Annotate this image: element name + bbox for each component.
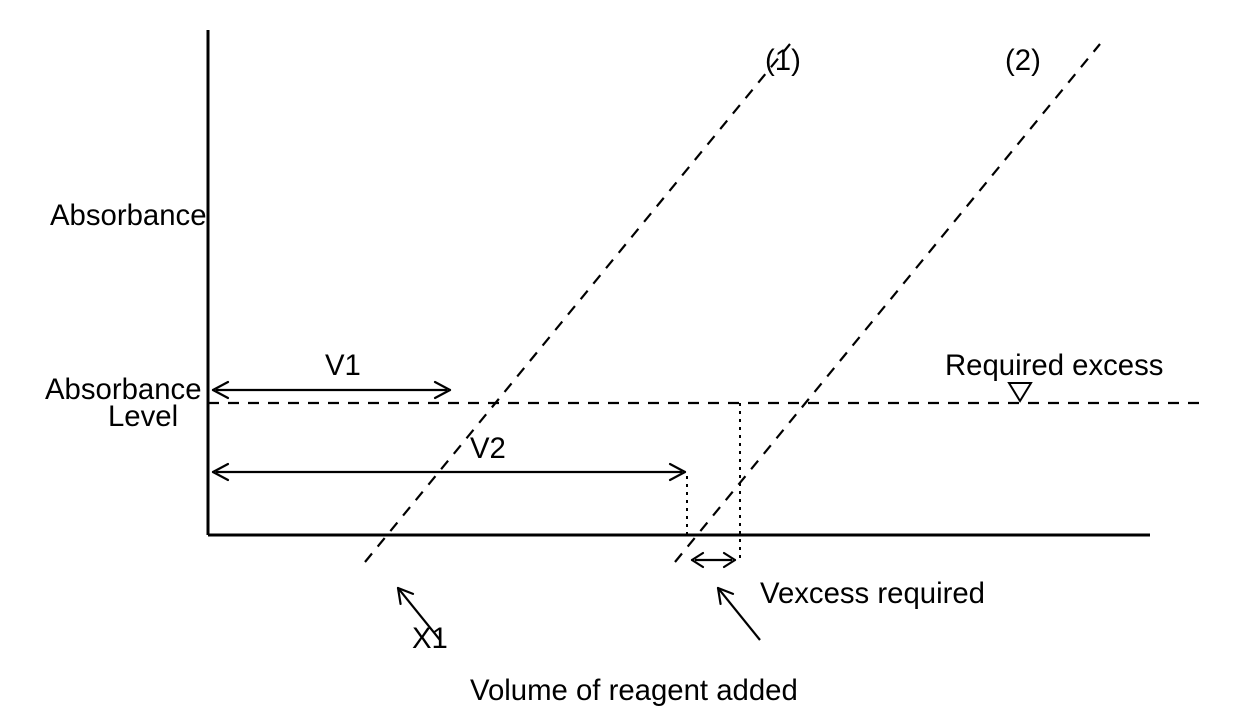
- absorbance-level-label-2: Level: [108, 400, 178, 433]
- series-2-label: (2): [1005, 44, 1041, 77]
- series-1-line: [365, 44, 790, 562]
- required-excess-label: Required excess: [945, 349, 1163, 382]
- v1-label: V1: [325, 349, 361, 382]
- vexcess-pointer-arrow: [718, 588, 760, 640]
- x1-label: X1: [412, 622, 448, 655]
- x-axis-label: Volume of reagent added: [470, 674, 798, 707]
- vexcess-required-label: Vexcess required: [760, 577, 985, 610]
- required-excess-marker-icon: [1009, 383, 1031, 401]
- v1-arrow: [213, 382, 450, 398]
- series-2-line: [675, 44, 1100, 562]
- y-axis-label: Absorbance: [50, 199, 207, 232]
- v2-label: V2: [470, 432, 506, 465]
- v2-arrow: [213, 464, 685, 480]
- titration-diagram: Absorbance Absorbance Level (1) (2) V1 V…: [0, 0, 1240, 714]
- series-1-label: (1): [765, 44, 801, 77]
- vexcess-arrow: [692, 553, 735, 567]
